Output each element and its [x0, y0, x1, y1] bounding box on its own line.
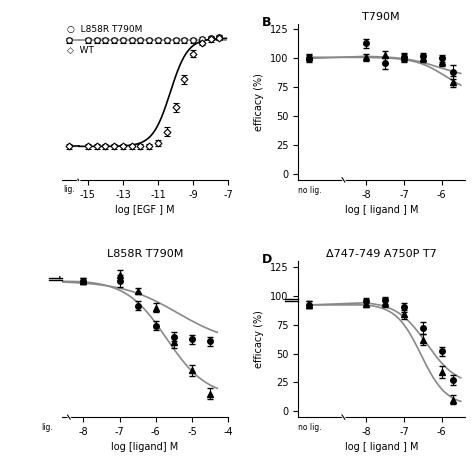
Text: ○  L858R T790M: ○ L858R T790M: [67, 25, 142, 34]
Text: lig.: lig.: [63, 185, 74, 194]
Text: ◇  WT: ◇ WT: [67, 46, 93, 55]
Text: no lig.: no lig.: [298, 423, 321, 432]
Y-axis label: efficacy (%): efficacy (%): [254, 73, 264, 131]
Title: L858R T790M: L858R T790M: [107, 249, 183, 259]
Text: B: B: [261, 16, 271, 29]
Title: T790M: T790M: [363, 11, 400, 21]
Title: Δ747-749 A750P T7: Δ747-749 A750P T7: [326, 249, 437, 259]
X-axis label: log [ ligand ] M: log [ ligand ] M: [345, 205, 418, 215]
Text: lig.: lig.: [41, 423, 53, 432]
Y-axis label: efficacy (%): efficacy (%): [254, 310, 264, 368]
Text: D: D: [261, 253, 272, 266]
X-axis label: log [EGF ] M: log [EGF ] M: [115, 205, 175, 215]
X-axis label: log [ ligand ] M: log [ ligand ] M: [345, 442, 418, 452]
X-axis label: log [ligand] M: log [ligand] M: [111, 442, 179, 452]
Text: no lig.: no lig.: [298, 186, 321, 195]
